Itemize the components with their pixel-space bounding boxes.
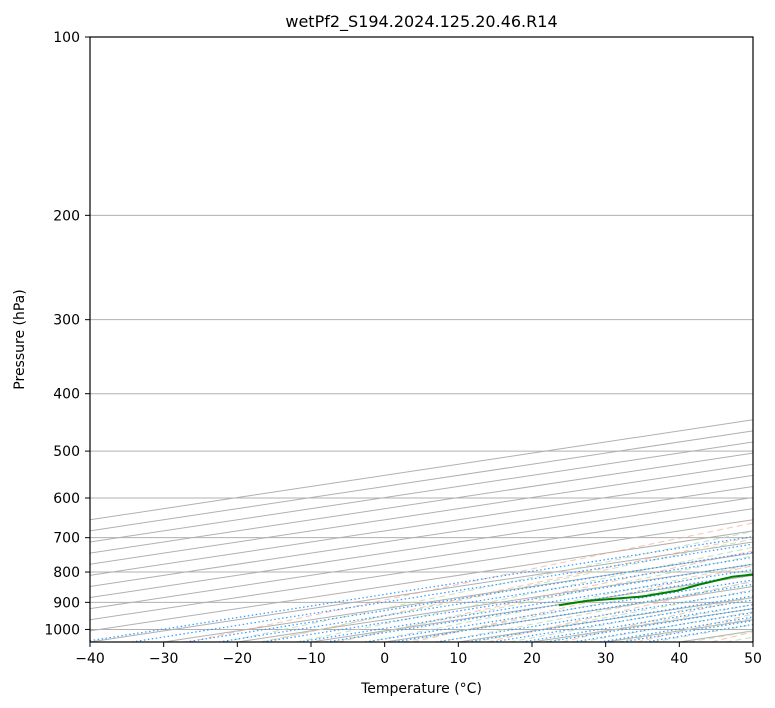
plot-frame <box>89 36 754 643</box>
y-tick-label: 500 <box>53 444 80 460</box>
x-tick-label: 0 <box>380 651 389 667</box>
isotherm-line <box>90 452 753 554</box>
dry-adiabat-line <box>338 550 753 642</box>
x-tick-label: 50 <box>744 651 762 667</box>
plot-area <box>90 37 753 642</box>
mixing-ratio-line <box>299 569 753 642</box>
mixing-ratio-line <box>326 573 753 642</box>
x-axis-ticks: −40 −30 −20 −10 0 10 20 30 40 50 <box>75 642 762 667</box>
y-tick-label: 400 <box>53 387 80 403</box>
isotherm-line <box>90 530 753 632</box>
moist-adiabat-line <box>296 546 753 642</box>
dry-adiabat-line <box>188 522 753 642</box>
y-tick-label: 200 <box>53 208 80 224</box>
moist-adiabat-line <box>223 530 753 642</box>
isotherm-line <box>90 508 753 610</box>
isotherm-line <box>90 441 753 543</box>
isotherm-line <box>90 474 753 576</box>
y-axis-label: Pressure (hPa) <box>12 289 28 389</box>
y-axis-ticks: 100 200 300 400 500 600 700 800 900 1000 <box>44 30 90 638</box>
isotherm-line <box>90 463 753 565</box>
moist-adiabat-line <box>509 597 753 642</box>
x-tick-label: 30 <box>597 651 615 667</box>
background-lines <box>90 37 753 642</box>
mixing-ratio-line <box>185 551 753 642</box>
x-tick-label: 40 <box>670 651 688 667</box>
y-tick-label: 900 <box>53 595 80 611</box>
x-tick-label: 20 <box>523 651 541 667</box>
mixing-ratio-line <box>365 579 753 642</box>
y-tick-label: 100 <box>53 30 80 46</box>
y-tick-label: 300 <box>53 313 80 329</box>
y-tick-label: 600 <box>53 491 80 507</box>
x-tick-label: −40 <box>75 651 105 667</box>
x-tick-label: −30 <box>149 651 179 667</box>
moist-adiabat-line <box>438 581 753 642</box>
x-tick-label: −20 <box>223 651 253 667</box>
y-tick-label: 700 <box>53 531 80 547</box>
chart-title: wetPf2_S194.2024.125.20.46.R14 <box>285 12 557 32</box>
isotherm-line <box>90 519 753 621</box>
y-tick-label: 1000 <box>44 622 80 638</box>
isotherm-line <box>90 497 753 599</box>
x-tick-label: 10 <box>449 651 467 667</box>
isotherm-line <box>90 485 753 587</box>
x-axis-label: Temperature (°C) <box>360 681 482 697</box>
moist-adiabat-line <box>260 538 753 642</box>
y-tick-label: 800 <box>53 565 80 581</box>
moist-adiabat-line <box>473 589 753 642</box>
moist-adiabat-line <box>403 572 753 642</box>
mixing-ratio-line <box>394 583 753 642</box>
x-tick-label: −10 <box>296 651 326 667</box>
